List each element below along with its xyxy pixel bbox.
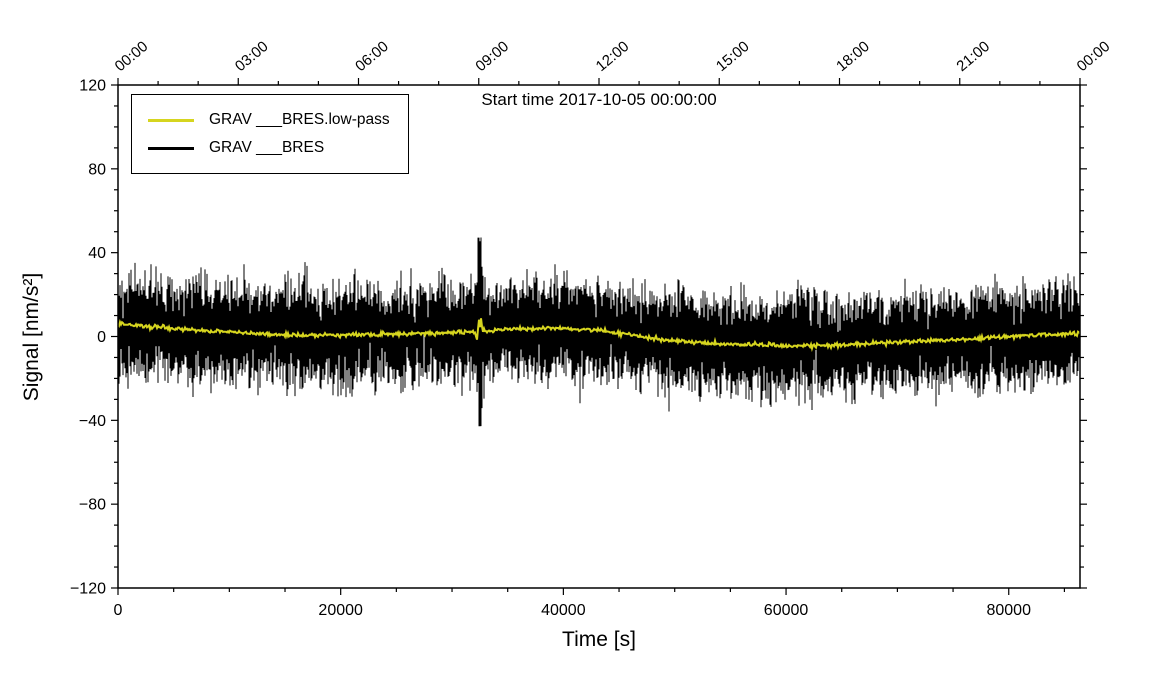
y-tick-label: −40 bbox=[79, 413, 106, 430]
top-time-tick-label: 18:00 bbox=[833, 38, 873, 75]
y-tick-label: −120 bbox=[70, 581, 106, 598]
top-time-tick-label: 09:00 bbox=[472, 38, 512, 75]
x-tick-label: 40000 bbox=[541, 602, 586, 619]
x-tick-label: 0 bbox=[114, 602, 123, 619]
legend-line-swatch bbox=[148, 146, 194, 150]
legend-line-swatch bbox=[148, 118, 194, 122]
top-time-tick-label: 12:00 bbox=[593, 38, 633, 75]
y-axis-label: Signal [nm/s²] bbox=[20, 272, 43, 402]
top-time-tick-label: 06:00 bbox=[352, 38, 392, 75]
legend-entry-label: GRAV ___BRES.low-pass bbox=[209, 111, 390, 128]
top-time-tick-label: 21:00 bbox=[953, 38, 993, 75]
x-axis-label: Time [s] bbox=[562, 628, 636, 651]
lowpass-series bbox=[117, 318, 1081, 353]
y-tick-label: 120 bbox=[79, 78, 106, 95]
legend-entry: GRAV ___BRES bbox=[148, 134, 390, 162]
y-tick-label: 40 bbox=[88, 245, 106, 262]
x-tick-label: 20000 bbox=[318, 602, 363, 619]
plot-title: Start time 2017-10-05 00:00:00 bbox=[481, 90, 717, 109]
noise-series bbox=[117, 237, 1081, 427]
top-time-tick-label: 03:00 bbox=[232, 38, 272, 75]
top-time-tick-label: 00:00 bbox=[112, 38, 152, 75]
x-tick-label: 60000 bbox=[764, 602, 809, 619]
top-time-tick-label: 00:00 bbox=[1074, 38, 1114, 75]
axis-ticks bbox=[111, 78, 1087, 595]
y-tick-label: 0 bbox=[97, 329, 106, 346]
x-tick-label: 80000 bbox=[986, 602, 1031, 619]
legend: GRAV ___BRES.low-pass GRAV ___BRES bbox=[131, 94, 409, 174]
y-tick-label: −80 bbox=[79, 497, 106, 514]
legend-entry: GRAV ___BRES.low-pass bbox=[148, 106, 390, 134]
legend-entry-label: GRAV ___BRES bbox=[209, 139, 325, 156]
y-tick-label: 80 bbox=[88, 161, 106, 178]
top-time-tick-label: 15:00 bbox=[713, 38, 753, 75]
